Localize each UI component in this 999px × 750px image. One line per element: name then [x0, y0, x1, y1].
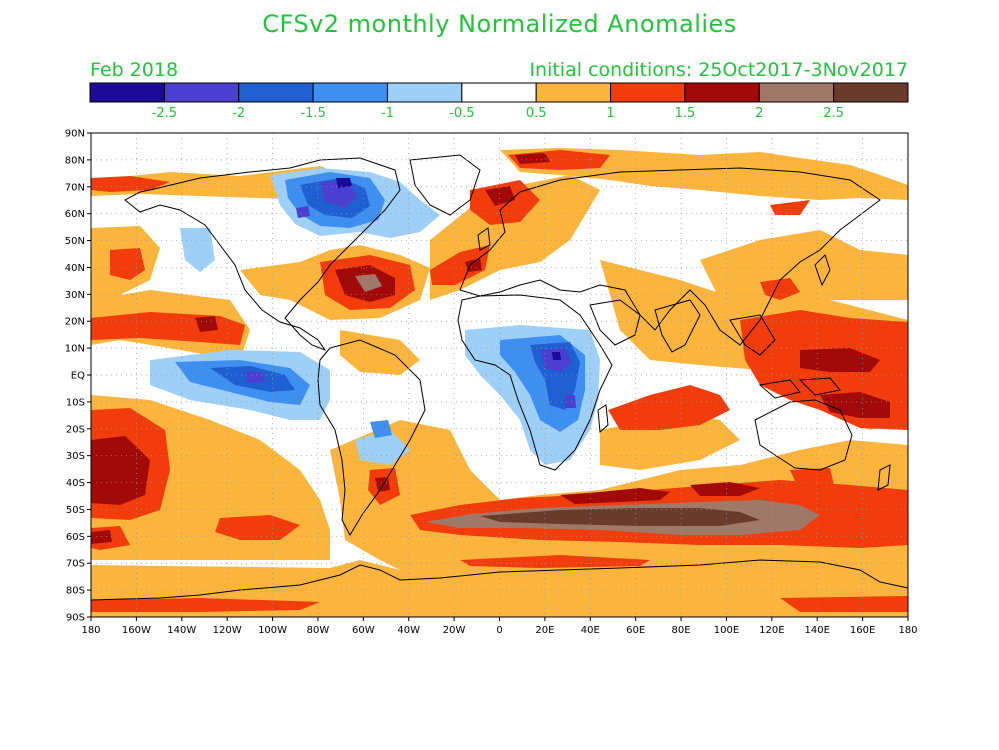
colorbar-bin [312, 82, 388, 103]
colorbar-tick-label: -1.5 [300, 106, 325, 121]
longitude-label: 140E [805, 625, 830, 636]
latitude-label: 70N [65, 182, 85, 193]
longitude-label: 20W [443, 625, 466, 636]
longitude-label: 140W [167, 625, 196, 636]
latitude-label: 30N [65, 290, 85, 301]
colorbar-bin [758, 82, 835, 103]
colorbar-bin [610, 82, 686, 103]
colorbar-tick-label: -2.5 [152, 106, 177, 121]
longitude-label: 80W [307, 625, 330, 636]
latitude-label: 10S [66, 397, 85, 408]
colorbar [89, 82, 909, 103]
latitude-label: 20S [66, 424, 85, 435]
longitude-label: 60W [352, 625, 375, 636]
colorbar-bin [163, 82, 240, 103]
longitude-label: 40E [581, 625, 600, 636]
gridlines [91, 133, 908, 617]
colorbar-bin [89, 82, 165, 103]
latitude-label: 20N [65, 317, 85, 328]
colorbar-bin [535, 82, 612, 103]
longitude-label: 120W [213, 625, 242, 636]
latitude-label: 40S [66, 478, 85, 489]
latitude-label: 80N [65, 155, 85, 166]
longitude-label: 180 [898, 625, 917, 636]
latitude-label: 40N [65, 263, 85, 274]
latitude-label: 50N [65, 236, 85, 247]
latitude-label: 50S [66, 505, 85, 516]
latitude-label: EQ [71, 371, 85, 382]
colorbar-tick-label: 1.5 [675, 106, 696, 121]
colorbar-labels: -2.5 -2 -1.5 -1 -0.5 0.5 1 1.5 2 2.5 [152, 106, 844, 121]
latitude-labels: 90N 80N 70N 60N 50N 40N 30N 20N 10N EQ 10S 20S 30S 40… [65, 129, 91, 624]
longitude-label: 20E [535, 625, 554, 636]
colorbar-tick-label: 0.5 [526, 106, 547, 121]
longitude-labels: 180 160W 140W 120W 100W 80W 60W 40W 20W 0 20E 40E 60… [81, 617, 918, 636]
longitude-label: 120E [759, 625, 784, 636]
colorbar-bin [833, 82, 909, 103]
colorbar-tick-label: -1 [381, 106, 394, 121]
colorbar-bin [684, 82, 760, 103]
colorbar-tick-label: 1 [606, 106, 614, 121]
latitude-label: 60S [66, 532, 85, 543]
anomaly-fill-minus2.5-minus2 [245, 180, 576, 408]
valid-month: Feb 2018 [90, 59, 179, 81]
anomaly-fill-above-2.5 [480, 508, 760, 526]
map-title: CFSv2 monthly Normalized Anomalies [262, 10, 737, 38]
colorbar-tick-label: -0.5 [449, 106, 474, 121]
longitude-label: 60E [626, 625, 645, 636]
colorbar-tick-label: 2.5 [823, 106, 844, 121]
longitude-label: 160E [850, 625, 875, 636]
colorbar-bin [461, 82, 537, 103]
longitude-label: 40W [397, 625, 420, 636]
latitude-label: 80S [66, 586, 85, 597]
colorbar-bin [238, 82, 314, 103]
longitude-label: 160W [122, 625, 151, 636]
longitude-label: 80E [672, 625, 691, 636]
colorbar-tick-label: -2 [232, 106, 245, 121]
latitude-label: 70S [66, 559, 85, 570]
latitude-label: 90N [65, 129, 85, 140]
latitude-label: 90S [66, 613, 85, 624]
longitude-label: 100W [258, 625, 287, 636]
latitude-label: 60N [65, 209, 85, 220]
longitude-label: 0 [496, 625, 502, 636]
colorbar-bin [386, 82, 463, 103]
coastlines [91, 154, 908, 601]
anomaly-fill-below-minus2.5 [336, 178, 561, 360]
colorbar-tick-label: 2 [755, 106, 763, 121]
initial-conditions: Initial conditions: 25Oct2017-3Nov2017 [529, 59, 908, 81]
longitude-label: 100E [714, 625, 739, 636]
anomaly-field [91, 148, 908, 617]
latitude-label: 30S [66, 451, 85, 462]
longitude-label: 180 [81, 625, 100, 636]
latitude-label: 10N [65, 344, 85, 355]
